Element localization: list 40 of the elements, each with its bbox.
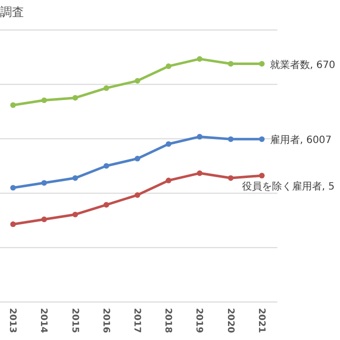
point [41,216,47,222]
point [41,97,47,104]
point [166,178,172,184]
x-tick-label: 2020 [224,308,235,334]
point [228,136,234,142]
point [104,163,110,169]
x-tick-label: 2013 [7,308,18,334]
point [259,172,265,178]
point [196,56,202,62]
point [10,102,16,108]
point [134,156,140,162]
point [228,175,234,181]
x-tick-label: 2014 [38,308,48,334]
point [166,63,172,70]
point [72,175,78,181]
x-tick-label: 2021 [256,308,266,334]
x-tick-label: 2018 [162,308,173,334]
annotation: 雇用者, 6007 [270,134,332,146]
x-tick-label: 2016 [100,308,110,334]
point [104,85,110,91]
point [104,202,110,208]
point [10,221,16,228]
annotation: 就業者数, 670 [270,58,336,71]
x-tick-label: 2019 [194,308,204,334]
point [196,134,202,140]
point [41,180,47,186]
point [134,192,140,198]
point [72,212,78,218]
annotation: 役員を除く雇用者, 5 [242,180,335,193]
point [196,170,202,176]
x-tick-label: 2015 [69,308,80,334]
point [166,141,172,147]
point [10,184,16,191]
point [228,60,234,67]
point [259,60,265,67]
chart-title: 調査 [0,5,24,19]
point [259,136,265,142]
x-tick-label: 2017 [131,308,142,334]
point [72,95,78,101]
point [134,78,140,84]
